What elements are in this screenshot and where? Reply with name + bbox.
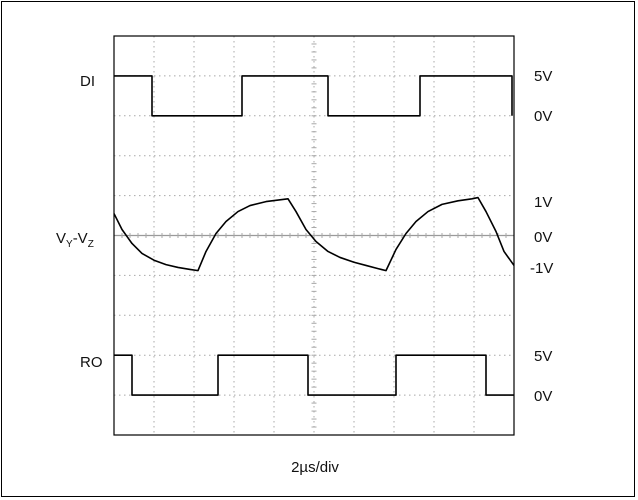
- grid-layer: [113, 35, 515, 436]
- scale-label-di-5v: 5V: [534, 68, 552, 85]
- vyvz-label-v: V: [56, 230, 66, 247]
- scale-label-di-0v: 0V: [534, 108, 552, 125]
- trace-layer: [113, 75, 515, 396]
- scale-label-vyvz-1v: 1V: [534, 194, 552, 211]
- trace-label-ro: RO: [80, 354, 103, 371]
- scale-label-vyvz-neg1v: -1V: [530, 260, 553, 277]
- vyvz-label-sub-y: Y: [66, 239, 73, 250]
- plot-border: [113, 35, 515, 436]
- scale-label-ro-5v: 5V: [534, 348, 552, 365]
- trace-ro: [114, 354, 514, 396]
- trace-label-vy-vz: VY-VZ: [56, 230, 94, 250]
- trace-vy-vz: [113, 196, 515, 272]
- vyvz-label-dash-v: -V: [73, 230, 88, 247]
- trace-label-di: DI: [80, 73, 95, 90]
- vyvz-label-sub-z: Z: [88, 239, 94, 250]
- scale-label-ro-0v: 0V: [534, 388, 552, 405]
- scale-label-vyvz-0v: 0V: [534, 229, 552, 246]
- x-axis-label: 2µs/div: [291, 459, 339, 476]
- trace-di: [114, 75, 513, 117]
